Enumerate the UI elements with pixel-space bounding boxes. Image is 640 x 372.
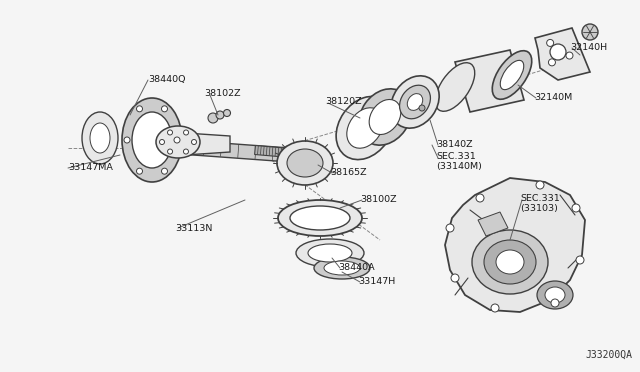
Text: 32140H: 32140H	[570, 43, 607, 52]
Ellipse shape	[548, 59, 556, 66]
Ellipse shape	[491, 304, 499, 312]
Ellipse shape	[336, 96, 394, 160]
Ellipse shape	[287, 149, 323, 177]
Ellipse shape	[359, 89, 411, 145]
Ellipse shape	[223, 109, 230, 116]
Polygon shape	[255, 145, 291, 157]
Ellipse shape	[161, 106, 168, 112]
Ellipse shape	[124, 137, 130, 143]
Ellipse shape	[391, 76, 439, 128]
Text: 33147MA: 33147MA	[68, 163, 113, 172]
Polygon shape	[445, 178, 585, 312]
Ellipse shape	[550, 44, 566, 60]
Text: 38140Z: 38140Z	[436, 140, 472, 149]
Ellipse shape	[278, 200, 362, 236]
Polygon shape	[535, 28, 590, 80]
Text: (33103): (33103)	[520, 204, 558, 213]
Ellipse shape	[576, 256, 584, 264]
Ellipse shape	[472, 230, 548, 294]
Ellipse shape	[132, 112, 172, 168]
Ellipse shape	[572, 204, 580, 212]
Ellipse shape	[314, 257, 370, 279]
Ellipse shape	[136, 168, 143, 174]
Text: 38165Z: 38165Z	[330, 168, 367, 177]
Ellipse shape	[159, 140, 164, 144]
Ellipse shape	[582, 24, 598, 40]
Ellipse shape	[484, 240, 536, 284]
Ellipse shape	[82, 112, 118, 164]
Ellipse shape	[290, 206, 350, 230]
Ellipse shape	[191, 140, 196, 144]
Polygon shape	[152, 138, 291, 162]
Ellipse shape	[161, 168, 168, 174]
Ellipse shape	[347, 108, 383, 148]
Polygon shape	[170, 132, 230, 156]
Ellipse shape	[156, 126, 200, 158]
Text: SEC.331: SEC.331	[436, 152, 476, 161]
Ellipse shape	[551, 299, 559, 307]
Ellipse shape	[208, 113, 218, 123]
Ellipse shape	[296, 239, 364, 267]
Ellipse shape	[419, 105, 425, 111]
Ellipse shape	[496, 250, 524, 274]
Ellipse shape	[446, 224, 454, 232]
Ellipse shape	[536, 181, 544, 189]
Text: 38120Z: 38120Z	[325, 97, 362, 106]
Ellipse shape	[324, 261, 360, 275]
Text: 38440A: 38440A	[338, 263, 374, 272]
Text: 38100Z: 38100Z	[360, 195, 397, 204]
Text: 33147H: 33147H	[358, 277, 396, 286]
Ellipse shape	[399, 85, 431, 119]
Ellipse shape	[492, 51, 532, 99]
Text: 38102Z: 38102Z	[204, 89, 241, 98]
Polygon shape	[455, 50, 524, 112]
Ellipse shape	[216, 111, 224, 119]
Text: J33200QA: J33200QA	[585, 350, 632, 360]
Text: 38440Q: 38440Q	[148, 75, 186, 84]
Text: (33140M): (33140M)	[436, 162, 482, 171]
Ellipse shape	[500, 60, 524, 90]
Ellipse shape	[476, 194, 484, 202]
Ellipse shape	[369, 99, 401, 135]
Ellipse shape	[277, 141, 333, 185]
Ellipse shape	[168, 130, 173, 135]
Ellipse shape	[451, 274, 459, 282]
Ellipse shape	[545, 287, 565, 303]
Text: SEC.331: SEC.331	[520, 194, 560, 203]
Ellipse shape	[184, 130, 189, 135]
Ellipse shape	[122, 98, 182, 182]
Ellipse shape	[537, 281, 573, 309]
Polygon shape	[478, 212, 508, 236]
Ellipse shape	[435, 63, 475, 111]
Ellipse shape	[566, 52, 573, 59]
Ellipse shape	[174, 137, 180, 143]
Ellipse shape	[308, 244, 352, 262]
Ellipse shape	[184, 149, 188, 154]
Ellipse shape	[407, 94, 422, 110]
Ellipse shape	[136, 106, 143, 112]
Ellipse shape	[547, 39, 554, 46]
Text: 32140M: 32140M	[534, 93, 572, 102]
Text: 33113N: 33113N	[175, 224, 212, 233]
Ellipse shape	[90, 123, 110, 153]
Ellipse shape	[168, 149, 173, 154]
